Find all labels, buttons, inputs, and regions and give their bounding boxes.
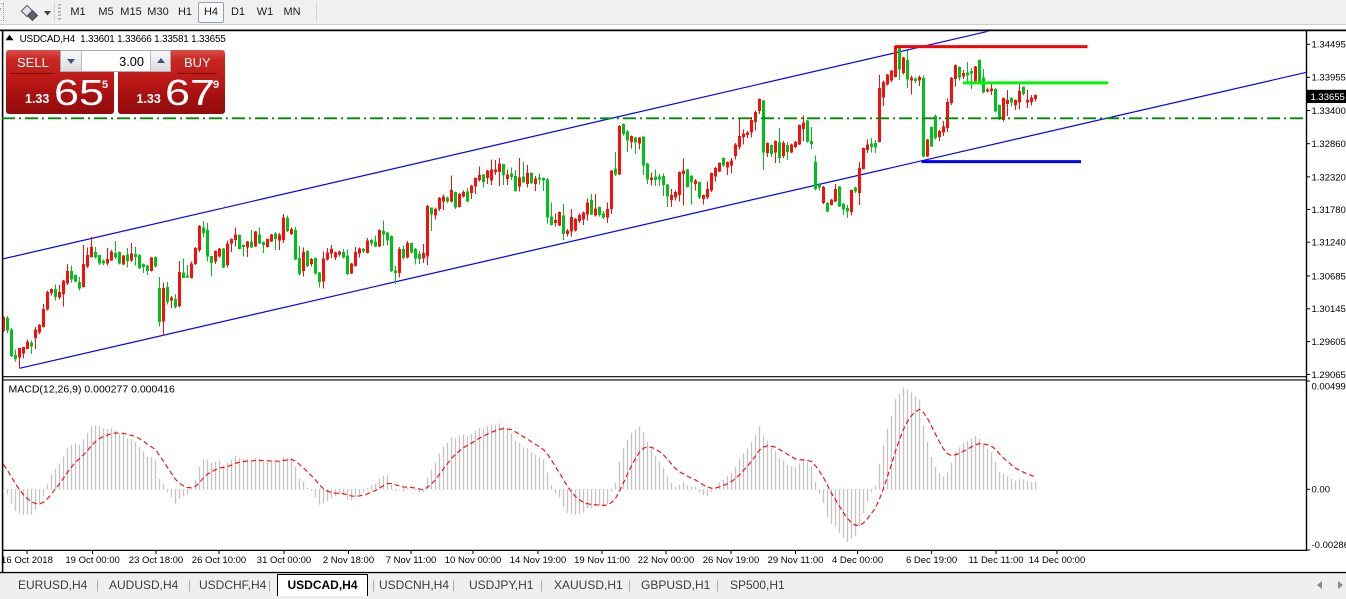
svg-text:1.31240: 1.31240	[1312, 238, 1346, 249]
svg-text:1.32320: 1.32320	[1312, 172, 1346, 183]
svg-text:1.32860: 1.32860	[1312, 139, 1346, 150]
svg-text:USDCAD,H4 1.33601 1.33666 1.3: USDCAD,H4 1.33601 1.33666 1.33581 1.3365…	[20, 34, 227, 45]
svg-text:1.34495: 1.34495	[1312, 40, 1346, 51]
svg-text:31 Oct 00:00: 31 Oct 00:00	[257, 555, 311, 566]
svg-text:29 Nov 11:00: 29 Nov 11:00	[768, 555, 824, 566]
svg-text:1.31780: 1.31780	[1312, 205, 1346, 216]
svg-text:1.30685: 1.30685	[1312, 271, 1346, 282]
svg-text:26 Oct 10:00: 26 Oct 10:00	[192, 555, 246, 566]
svg-text:MACD(12,26,9) 0.000277 0.00041: MACD(12,26,9) 0.000277 0.000416	[9, 383, 176, 395]
svg-text:1.33655: 1.33655	[1311, 92, 1345, 103]
svg-text:2 Nov 18:00: 2 Nov 18:00	[323, 555, 374, 566]
svg-text:11 Dec 11:00: 11 Dec 11:00	[968, 555, 1023, 566]
svg-text:0.004995: 0.004995	[1312, 381, 1346, 392]
svg-text:23 Oct 18:00: 23 Oct 18:00	[129, 555, 183, 566]
svg-text:14 Dec 00:00: 14 Dec 00:00	[1029, 555, 1086, 566]
svg-text:14 Nov 19:00: 14 Nov 19:00	[510, 555, 567, 566]
svg-text:6 Dec 19:00: 6 Dec 19:00	[906, 555, 957, 566]
svg-text:10 Nov 00:00: 10 Nov 00:00	[445, 555, 502, 566]
svg-text:26 Nov 19:00: 26 Nov 19:00	[703, 555, 760, 566]
svg-text:1.29605: 1.29605	[1312, 337, 1346, 348]
svg-text:7 Nov 11:00: 7 Nov 11:00	[386, 555, 437, 566]
svg-text:22 Nov 00:00: 22 Nov 00:00	[638, 555, 695, 566]
svg-text:0.00: 0.00	[1312, 485, 1331, 496]
svg-text:-0.00286: -0.00286	[1312, 540, 1346, 551]
svg-text:1.30145: 1.30145	[1312, 304, 1346, 315]
svg-text:4 Dec 00:00: 4 Dec 00:00	[832, 555, 883, 566]
svg-text:19 Nov 11:00: 19 Nov 11:00	[574, 555, 630, 566]
svg-text:1.29065: 1.29065	[1312, 370, 1346, 381]
svg-text:19 Oct 00:00: 19 Oct 00:00	[65, 555, 119, 566]
svg-text:16 Oct 2018: 16 Oct 2018	[1, 555, 53, 566]
svg-text:1.33955: 1.33955	[1312, 73, 1346, 84]
svg-text:1.33400: 1.33400	[1312, 106, 1346, 117]
